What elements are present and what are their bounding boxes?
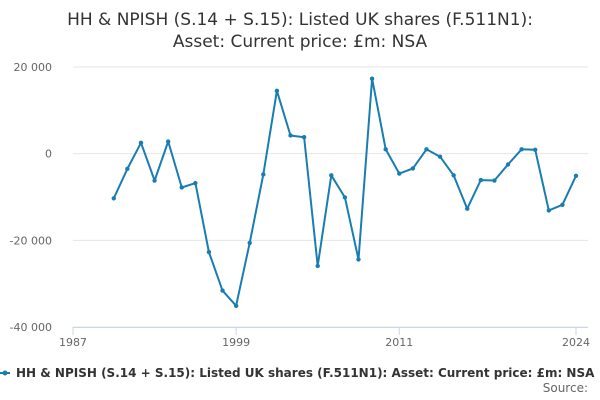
- source-label: Source:: [543, 381, 588, 395]
- x-tick-label: 2024: [562, 336, 590, 349]
- data-point[interactable]: [206, 249, 212, 255]
- data-point[interactable]: [560, 202, 565, 207]
- y-tick-label: 0: [45, 148, 52, 161]
- x-axis: 1987 1999 2011 2024: [59, 327, 590, 349]
- data-point[interactable]: [125, 166, 130, 172]
- data-point[interactable]: [369, 76, 375, 81]
- data-point[interactable]: [288, 133, 293, 138]
- data-point[interactable]: [465, 206, 470, 211]
- data-point[interactable]: [437, 154, 443, 159]
- data-point[interactable]: [533, 147, 538, 152]
- data-point[interactable]: [193, 180, 198, 186]
- data-point[interactable]: [111, 196, 116, 201]
- data-point[interactable]: [342, 195, 348, 200]
- data-point[interactable]: [247, 240, 252, 246]
- data-point[interactable]: [220, 288, 225, 293]
- data-point[interactable]: [152, 178, 157, 183]
- x-tick-label: 2011: [385, 336, 413, 349]
- data-point[interactable]: [410, 166, 416, 171]
- data-point[interactable]: [573, 173, 579, 178]
- y-tick-label: -40 000: [10, 321, 52, 334]
- data-point[interactable]: [424, 147, 429, 152]
- data-point[interactable]: [478, 177, 484, 183]
- legend-marker-icon: [2, 370, 8, 376]
- legend-label: HH & NPISH (S.14 + S.15): Listed UK shar…: [16, 366, 595, 380]
- chart-title-line-2: Asset: Current price: £m: NSA: [173, 32, 428, 52]
- series-line[interactable]: [112, 77, 577, 307]
- x-tick-label: 1987: [59, 336, 87, 349]
- x-tick-label: 1999: [222, 336, 250, 349]
- y-tick-label: 20 000: [14, 61, 53, 74]
- data-point[interactable]: [356, 257, 361, 262]
- data-point[interactable]: [451, 173, 456, 178]
- data-point[interactable]: [329, 173, 334, 178]
- y-tick-label: -20 000: [10, 234, 52, 247]
- data-point[interactable]: [274, 88, 280, 94]
- data-point[interactable]: [397, 171, 402, 176]
- data-point[interactable]: [315, 263, 320, 269]
- data-point[interactable]: [165, 139, 171, 144]
- data-point[interactable]: [301, 135, 307, 140]
- data-point[interactable]: [546, 208, 552, 213]
- data-point[interactable]: [179, 185, 184, 190]
- data-point[interactable]: [505, 162, 511, 167]
- data-point[interactable]: [519, 147, 524, 152]
- data-point[interactable]: [261, 172, 266, 177]
- data-point[interactable]: [233, 303, 239, 308]
- gridlines: [73, 66, 588, 328]
- data-point[interactable]: [138, 140, 144, 146]
- data-point[interactable]: [492, 178, 497, 183]
- y-axis: 20 000 0 -20 000 -40 000: [10, 61, 52, 334]
- chart-title-line-1: HH & NPISH (S.14 + S.15): Listed UK shar…: [67, 10, 533, 30]
- data-point[interactable]: [383, 147, 388, 152]
- legend[interactable]: HH & NPISH (S.14 + S.15): Listed UK shar…: [0, 366, 595, 380]
- series-group: [111, 76, 579, 308]
